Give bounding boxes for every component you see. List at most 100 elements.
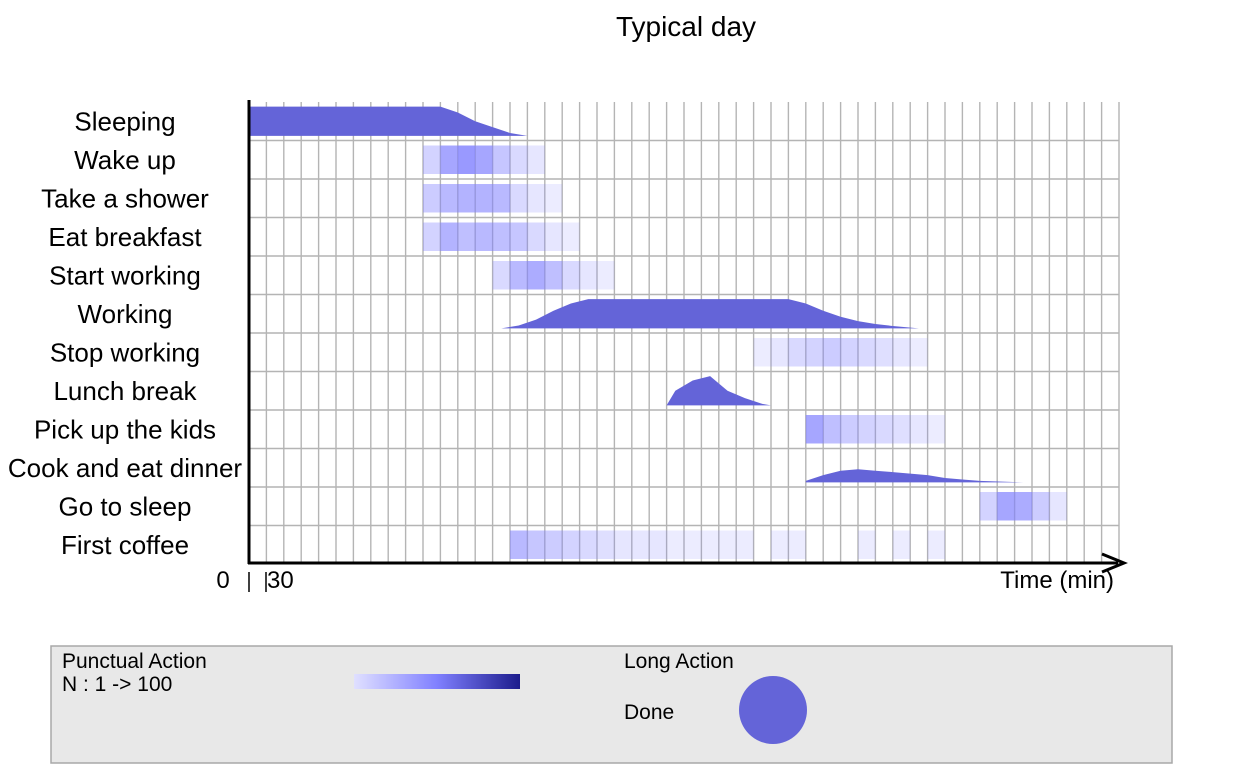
activity-label: Lunch break (53, 376, 197, 406)
punctual-cell (457, 145, 476, 174)
punctual-cell (892, 415, 911, 444)
punctual-cell (979, 492, 998, 521)
punctual-cell (492, 261, 510, 290)
punctual-cell (875, 338, 893, 367)
punctual-cell (562, 530, 580, 559)
punctual-cell (823, 338, 841, 367)
punctual-cell (892, 338, 911, 367)
punctual-cell (510, 184, 528, 213)
punctual-cell (527, 145, 545, 174)
long-actions (249, 106, 1024, 483)
long-action-shape (805, 469, 1024, 483)
punctual-cell (579, 261, 597, 290)
punctual-cell (527, 222, 545, 251)
punctual-cell (666, 530, 684, 559)
punctual-cell (423, 184, 441, 213)
activity-label: Stop working (50, 337, 200, 367)
punctual-cell (423, 145, 441, 174)
legend-punctual-gradient (354, 674, 520, 689)
punctual-cell (475, 184, 493, 213)
punctual-cell (440, 222, 458, 251)
legend-done-circle (739, 676, 807, 744)
punctual-cell (649, 530, 667, 559)
punctual-cell (771, 530, 789, 559)
punctual-cell (544, 530, 563, 559)
activity-label: Wake up (74, 145, 176, 175)
punctual-cell (927, 415, 945, 444)
grid (249, 102, 1120, 564)
punctual-cell (579, 530, 597, 559)
activity-labels: Sleeping Wake up Take a shower Eat breakfas… (8, 106, 243, 560)
punctual-cell (840, 338, 858, 367)
activity-label: Start working (49, 260, 201, 290)
punctual-cell (684, 530, 702, 559)
punctual-cell (892, 530, 911, 559)
punctual-cell (840, 415, 858, 444)
punctual-cell (823, 415, 841, 444)
punctual-cell (527, 261, 545, 290)
punctual-cell (805, 415, 824, 444)
punctual-cell (997, 492, 1015, 521)
punctual-cell (858, 338, 876, 367)
punctual-cell (440, 184, 458, 213)
punctual-cell (736, 530, 754, 559)
punctual-cell (492, 184, 510, 213)
punctual-cell (875, 415, 893, 444)
punctual-cell (771, 338, 789, 367)
x-axis-arrow-icon (1101, 552, 1128, 574)
punctual-cell (1032, 492, 1050, 521)
punctual-cell (927, 530, 945, 559)
punctual-cell (562, 222, 580, 251)
punctual-cell (527, 530, 545, 559)
punctual-actions (423, 145, 1067, 559)
x-tick-30: 30 (267, 567, 294, 594)
punctual-cell (788, 530, 806, 559)
punctual-cell (510, 530, 528, 559)
punctual-cell (1049, 492, 1067, 521)
punctual-cell (1014, 492, 1032, 521)
punctual-cell (562, 261, 580, 290)
punctual-cell (492, 222, 510, 251)
activity-label: Take a shower (41, 183, 209, 213)
legend-box (50, 645, 1173, 764)
punctual-cell (614, 530, 632, 559)
punctual-cell (423, 222, 441, 251)
punctual-cell (597, 261, 615, 290)
punctual-cell (475, 222, 493, 251)
punctual-cell (527, 184, 545, 213)
punctual-cell (440, 145, 458, 174)
punctual-cell (492, 145, 510, 174)
punctual-cell (510, 222, 528, 251)
punctual-cell (788, 338, 806, 367)
legend-punctual-label: Punctual Action (62, 650, 207, 673)
legend: Punctual Action N : 1 -> 100 Long Action… (50, 645, 1173, 764)
punctual-cell (457, 184, 476, 213)
activity-label: Eat breakfast (48, 222, 202, 252)
punctual-cell (457, 222, 476, 251)
punctual-cell (631, 530, 650, 559)
punctual-cell (753, 338, 771, 367)
activity-label: Sleeping (74, 106, 175, 136)
legend-long-label: Long Action (624, 650, 734, 673)
punctual-cell (858, 530, 876, 559)
punctual-cell (544, 184, 563, 213)
punctual-cell (910, 338, 928, 367)
x-tick-0: 0 (216, 567, 229, 594)
activity-label: Go to sleep (59, 491, 192, 521)
punctual-cell (475, 145, 493, 174)
long-action-shape (501, 299, 919, 329)
punctual-cell (910, 415, 928, 444)
punctual-cell (858, 415, 876, 444)
x-axis-label: Time (min) (1000, 567, 1114, 594)
activity-label: Pick up the kids (34, 414, 216, 444)
activity-label: Cook and eat dinner (8, 453, 243, 483)
punctual-cell (510, 145, 528, 174)
activity-label: First coffee (61, 530, 189, 560)
activity-label: Working (78, 299, 173, 329)
punctual-cell (544, 222, 563, 251)
punctual-cell (718, 530, 737, 559)
punctual-cell (701, 530, 719, 559)
chart-title: Typical day (616, 11, 756, 42)
punctual-cell (805, 338, 824, 367)
